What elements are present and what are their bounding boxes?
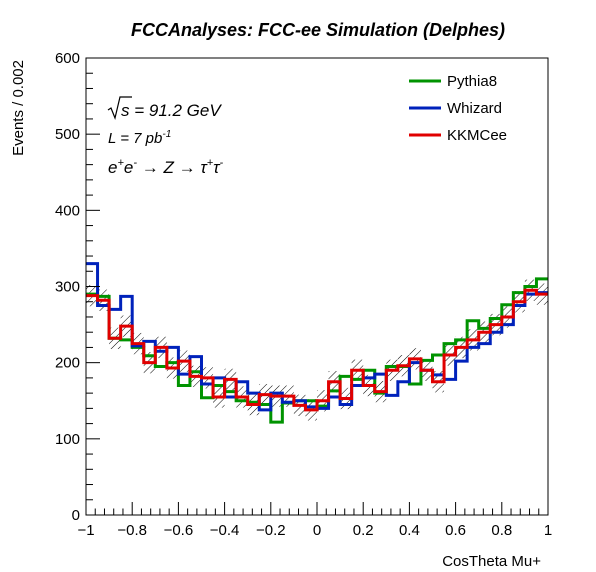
y-tick-label: 0	[72, 507, 80, 524]
lumi-text: L = 7 pb	[108, 130, 162, 147]
annotation-energy: s = 91.2 GeV	[107, 96, 222, 120]
y-tick-label: 300	[55, 279, 80, 296]
y-tick-label: 600	[55, 50, 80, 67]
process-tau-2: τ	[213, 158, 221, 177]
y-tick-label: 100	[55, 431, 80, 448]
legend-label: Whizard	[447, 100, 502, 117]
x-tick-label: −0.2	[256, 522, 286, 539]
process-e-plus: +	[117, 157, 124, 169]
x-tick-label: 0	[313, 522, 321, 539]
x-tick-label: −1	[77, 522, 94, 539]
process-electron: e	[108, 158, 117, 177]
y-tick-label: 500	[55, 126, 80, 143]
x-tick-label: 0.4	[399, 522, 420, 539]
lumi-exponent: -1	[162, 129, 171, 140]
sqrt-s-text: s	[121, 101, 130, 120]
x-tick-label: 0.2	[353, 522, 374, 539]
x-axis-label: CosTheta Mu+	[442, 553, 541, 570]
series-line-kkmcee	[86, 288, 548, 412]
process-arrow-z: → Z →	[137, 158, 200, 177]
annotation-process: e+e- → Z → τ+τ-	[108, 157, 223, 177]
annotation-luminosity: L = 7 pb-1	[108, 129, 171, 147]
process-tau-plus: +	[207, 157, 214, 169]
energy-text: = 91.2 GeV	[130, 101, 223, 120]
y-axis-label: Events / 0.002	[10, 60, 27, 156]
legend-label: KKMCee	[447, 127, 507, 144]
legend: Pythia8 Whizard KKMCee	[409, 73, 507, 144]
legend-label: Pythia8	[447, 73, 497, 90]
y-tick-label: 200	[55, 355, 80, 372]
process-e-minus: -	[133, 157, 137, 169]
x-tick-label: 0.8	[491, 522, 512, 539]
process-electron-2: e	[124, 158, 133, 177]
process-tau-minus: -	[219, 157, 223, 169]
x-axis: −1 −0.8 −0.6 −0.4 −0.2 0 0.2 0.4 0.6 0.8 1	[77, 502, 552, 539]
x-tick-label: −0.4	[210, 522, 240, 539]
series-layer	[86, 262, 548, 424]
process-tau: τ	[200, 158, 208, 177]
x-tick-label: 1	[544, 522, 552, 539]
x-tick-label: 0.6	[445, 522, 466, 539]
sqrt-symbol	[107, 96, 132, 120]
x-tick-label: −0.6	[164, 522, 194, 539]
svg-text:s = 91.2 GeV: s = 91.2 GeV	[121, 101, 222, 120]
y-axis: 0 100 200 300 400 500 600	[55, 50, 100, 524]
chart-title: FCCAnalyses: FCC-ee Simulation (Delphes)	[131, 20, 505, 40]
y-tick-label: 400	[55, 202, 80, 219]
x-tick-label: −0.8	[117, 522, 147, 539]
